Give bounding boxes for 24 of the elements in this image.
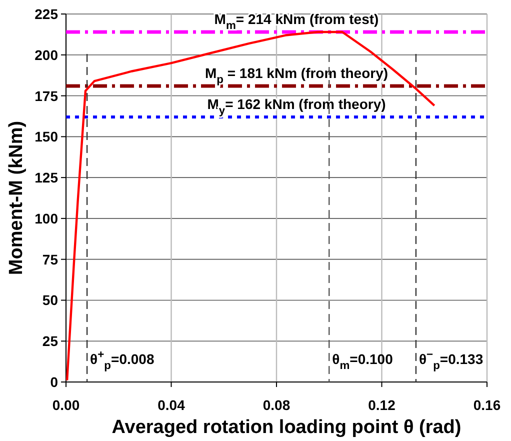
y-tick-label: 200 bbox=[34, 46, 58, 63]
ref-line-label: θ$_{m}$=0.100 bbox=[332, 351, 394, 372]
x-tick-label: 0.08 bbox=[262, 397, 290, 413]
y-tick-label: 225 bbox=[34, 6, 58, 22]
x-tick-label: 0.16 bbox=[473, 397, 501, 413]
y-tick-label: 125 bbox=[34, 170, 58, 186]
ref-line-label: θ$^{+}$$_{p}$=0.008 bbox=[90, 349, 154, 372]
ref-line-label: M$_{p}$ = 181 kNm (from theory) bbox=[204, 64, 388, 86]
ref-line-label: M$_{y}$= 162 kNm (from theory) bbox=[207, 96, 386, 118]
y-tick-label: 0 bbox=[50, 374, 58, 390]
x-tick-label: 0.04 bbox=[158, 397, 186, 413]
x-tick-label: 0.12 bbox=[368, 397, 396, 413]
line-series bbox=[66, 30, 436, 382]
ref-line-label: M$_{m}$= 214 kNm (from test) bbox=[214, 10, 379, 32]
x-tick-label: 0.00 bbox=[52, 397, 80, 413]
y-tick-label: 25 bbox=[42, 333, 58, 350]
y-axis-title: Moment-M (kNm) bbox=[6, 120, 27, 276]
y-tick-label: 50 bbox=[42, 292, 58, 308]
ref-line-label: θ$^{−}$$_{p}$=0.133 bbox=[418, 349, 484, 372]
y-tick-label: 175 bbox=[34, 88, 58, 104]
x-axis-title: Averaged rotation loading point θ (rad) bbox=[112, 417, 462, 438]
y-tick-label: 75 bbox=[42, 251, 58, 268]
y-tick-label: 150 bbox=[34, 128, 58, 145]
y-tick-label: 100 bbox=[34, 210, 58, 226]
